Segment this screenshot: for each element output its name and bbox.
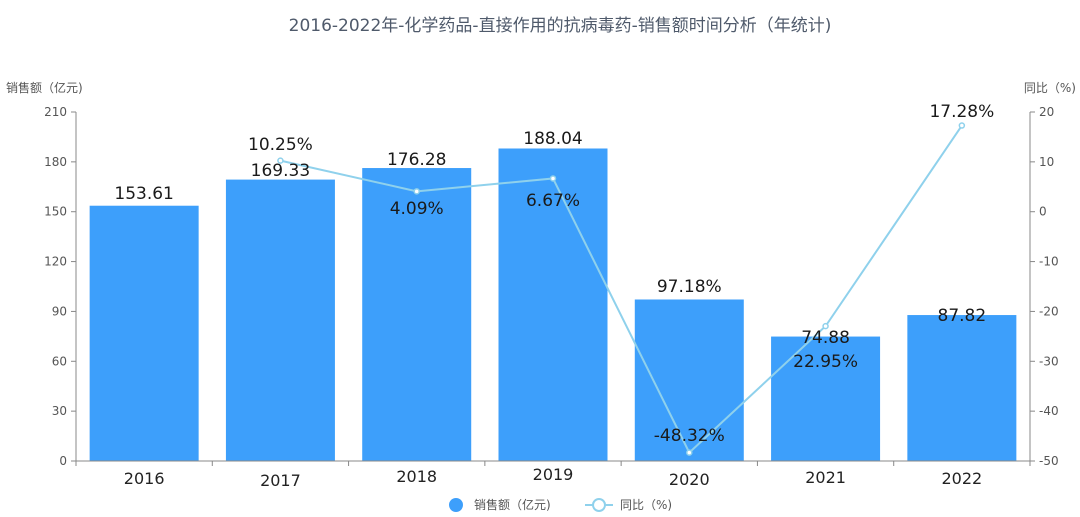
- y-right-tick-label: -40: [1039, 404, 1059, 418]
- yoy-point: [277, 157, 284, 164]
- y-left-tick-label: 60: [52, 354, 67, 368]
- x-tick-label: 2017: [260, 471, 301, 490]
- line-series: [277, 122, 966, 456]
- legend-line-label: 同比（%): [620, 498, 672, 512]
- yoy-point: [822, 322, 829, 330]
- axes: 0306090120150180210-50-40-30-20-10010202…: [44, 105, 1059, 490]
- yoy-point: [549, 175, 557, 182]
- line-data-label: 17.28%: [929, 102, 994, 122]
- legend[interactable]: 销售额（亿元) 同比（%): [449, 497, 672, 512]
- chart-title: 2016-2022年-化学药品-直接作用的抗病毒药-销售额时间分析（年统计): [289, 16, 832, 36]
- y-left-tick-label: 150: [44, 205, 67, 219]
- line-data-label: 10.25%: [248, 135, 313, 155]
- y-right-tick-label: 10: [1039, 155, 1054, 169]
- legend-bar-marker: [449, 498, 463, 512]
- legend-bar-label: 销售额（亿元): [474, 497, 551, 512]
- y-right-axis-label: 同比（%): [1024, 81, 1076, 95]
- y-right-tick-label: -30: [1039, 354, 1059, 368]
- x-tick-label: 2020: [669, 470, 710, 489]
- y-left-tick-label: 30: [52, 404, 67, 418]
- bar-2018: [362, 168, 472, 461]
- bar-2017: [225, 179, 335, 461]
- bar-2019: [498, 148, 608, 461]
- bar-data-label: 97.18%: [657, 277, 722, 297]
- bar-data-label: 74.88: [801, 328, 850, 348]
- bar-data-label: 87.82: [938, 306, 987, 326]
- y-left-tick-label: 210: [44, 105, 67, 119]
- bar-data-label: 153.61: [114, 184, 173, 204]
- y-right-tick-label: -50: [1039, 454, 1059, 468]
- line-data-label: 6.67%: [526, 191, 580, 211]
- bar-2016: [89, 205, 199, 461]
- x-tick-label: 2018: [396, 467, 437, 486]
- yoy-point: [958, 122, 966, 129]
- data-labels: 153.61 169.33 176.28 188.04 97.18% 74.88 87.82…: [114, 102, 994, 446]
- yoy-point: [413, 188, 420, 195]
- y-right-tick-label: 20: [1039, 105, 1054, 119]
- y-right-tick-label: -10: [1039, 255, 1059, 269]
- bar-2022: [907, 315, 1017, 461]
- y-left-tick-label: 90: [52, 304, 67, 318]
- x-tick-label: 2019: [533, 465, 574, 484]
- y-left-tick-label: 120: [44, 255, 67, 269]
- x-tick-label: 2022: [941, 469, 982, 488]
- y-right-tick-label: 0: [1039, 205, 1047, 219]
- bar-data-label: 176.28: [387, 150, 446, 170]
- yoy-point: [686, 449, 693, 456]
- line-data-label: -48.32%: [654, 426, 725, 446]
- bar-data-label: 169.33: [251, 161, 310, 181]
- bar-2021: [771, 336, 881, 461]
- y-left-tick-label: 0: [59, 454, 67, 468]
- x-tick-label: 2021: [805, 468, 846, 487]
- legend-line-symbol: [592, 498, 606, 512]
- line-data-label: 4.09%: [390, 199, 444, 219]
- line-data-label: 22.95%: [793, 352, 858, 372]
- bar-data-label: 188.04: [523, 129, 582, 149]
- y-left-tick-label: 180: [44, 155, 67, 169]
- y-left-axis-label: 销售额（亿元): [6, 80, 83, 95]
- x-tick-label: 2016: [124, 469, 165, 488]
- y-right-tick-label: -20: [1039, 304, 1059, 318]
- yoy-line: [280, 124, 963, 455]
